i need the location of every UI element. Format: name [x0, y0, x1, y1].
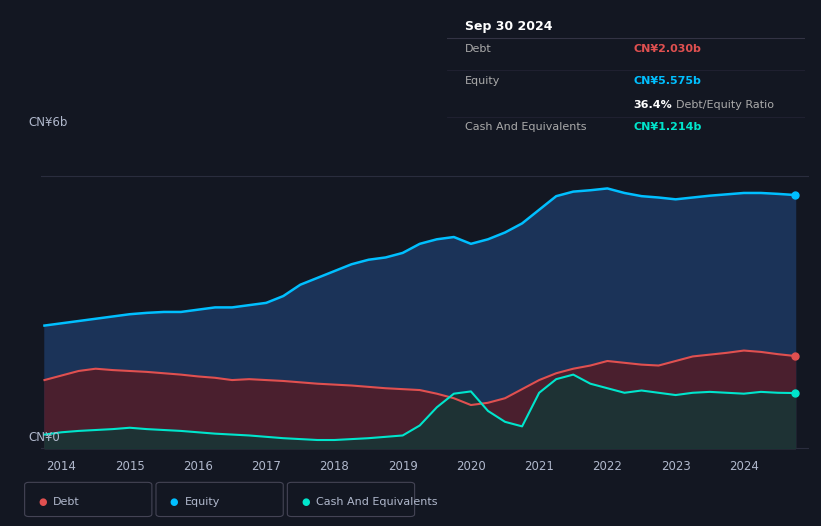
Text: CN¥5.575b: CN¥5.575b	[633, 76, 701, 86]
Text: Cash And Equivalents: Cash And Equivalents	[466, 122, 587, 132]
Text: Equity: Equity	[185, 497, 220, 508]
Text: Sep 30 2024: Sep 30 2024	[466, 21, 553, 34]
Text: Debt: Debt	[53, 497, 80, 508]
Text: ●: ●	[170, 497, 178, 508]
Text: Debt/Equity Ratio: Debt/Equity Ratio	[676, 99, 774, 109]
Text: ●: ●	[301, 497, 310, 508]
Text: Equity: Equity	[466, 76, 501, 86]
Text: 36.4%: 36.4%	[633, 99, 672, 109]
Text: CN¥1.214b: CN¥1.214b	[633, 122, 701, 132]
Text: Debt: Debt	[466, 44, 492, 54]
Text: Cash And Equivalents: Cash And Equivalents	[316, 497, 438, 508]
Text: ●: ●	[39, 497, 47, 508]
Text: CN¥6b: CN¥6b	[29, 116, 68, 129]
Text: CN¥0: CN¥0	[29, 431, 61, 444]
Text: CN¥2.030b: CN¥2.030b	[633, 44, 701, 54]
